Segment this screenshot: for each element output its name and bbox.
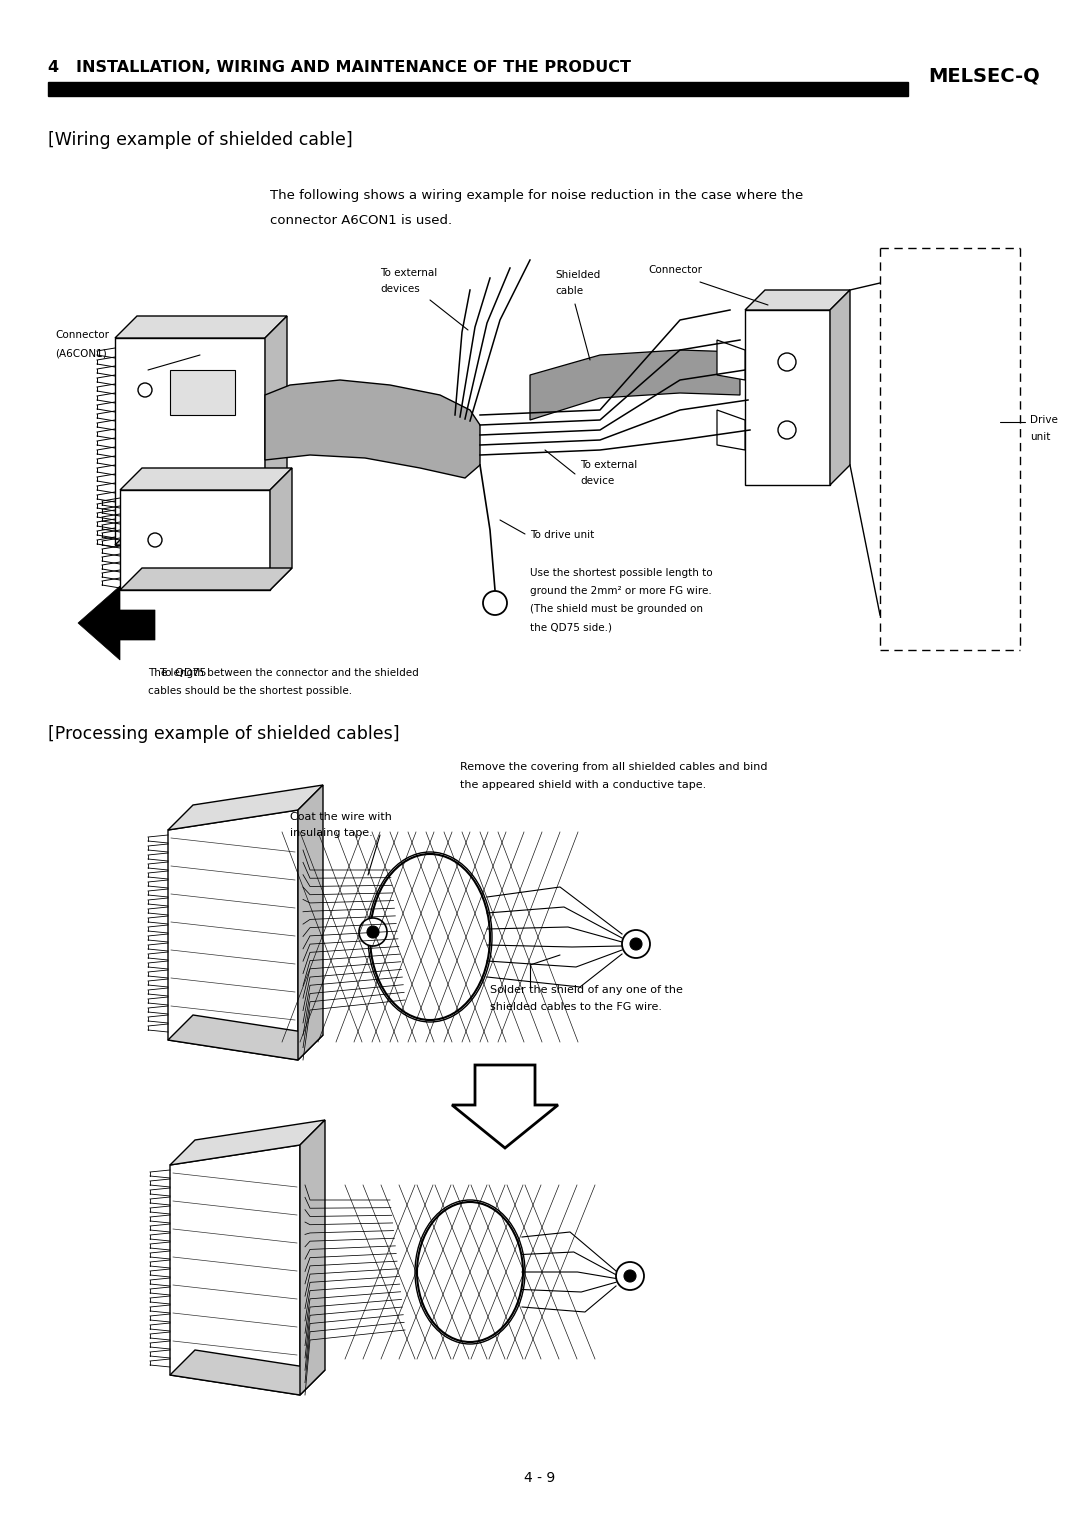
Text: MELSEC-Q: MELSEC-Q xyxy=(928,67,1040,86)
Polygon shape xyxy=(453,1065,558,1148)
Text: cable: cable xyxy=(555,286,583,296)
Polygon shape xyxy=(120,490,270,590)
Bar xyxy=(48,83,908,96)
Text: device: device xyxy=(580,477,615,486)
Polygon shape xyxy=(114,523,287,545)
Polygon shape xyxy=(265,380,480,478)
Polygon shape xyxy=(120,468,292,490)
Text: (A6CON1): (A6CON1) xyxy=(55,348,107,358)
Text: Drive: Drive xyxy=(1030,416,1058,425)
Polygon shape xyxy=(168,785,323,830)
Text: insulaing tape.: insulaing tape. xyxy=(291,828,373,837)
Polygon shape xyxy=(298,785,323,1060)
Polygon shape xyxy=(300,1120,325,1395)
Polygon shape xyxy=(831,290,850,484)
Text: devices: devices xyxy=(380,284,420,293)
Text: unit: unit xyxy=(1030,432,1051,442)
Ellipse shape xyxy=(368,853,492,1022)
Polygon shape xyxy=(745,310,831,484)
Text: Solder the shield of any one of the: Solder the shield of any one of the xyxy=(490,986,683,995)
Polygon shape xyxy=(717,410,745,451)
Polygon shape xyxy=(114,338,265,545)
Circle shape xyxy=(367,926,379,938)
Text: Use the shortest possible length to: Use the shortest possible length to xyxy=(530,568,713,578)
Ellipse shape xyxy=(415,1199,525,1345)
Text: [Processing example of shielded cables]: [Processing example of shielded cables] xyxy=(48,724,400,743)
Text: (The shield must be grounded on: (The shield must be grounded on xyxy=(530,604,703,614)
Circle shape xyxy=(622,931,650,958)
Polygon shape xyxy=(530,350,740,420)
Text: Connector: Connector xyxy=(648,264,702,275)
Text: the QD75 side.): the QD75 side.) xyxy=(530,622,612,633)
Text: The following shows a wiring example for noise reduction in the case where the: The following shows a wiring example for… xyxy=(270,189,804,203)
Polygon shape xyxy=(745,290,850,310)
Circle shape xyxy=(359,918,387,946)
Polygon shape xyxy=(120,568,292,590)
Circle shape xyxy=(616,1262,644,1290)
Text: To drive unit: To drive unit xyxy=(530,530,594,539)
Polygon shape xyxy=(168,1015,323,1060)
Text: Remove the covering from all shielded cables and bind: Remove the covering from all shielded ca… xyxy=(460,762,768,772)
Polygon shape xyxy=(78,587,156,660)
Text: the appeared shield with a conductive tape.: the appeared shield with a conductive ta… xyxy=(460,779,706,790)
Polygon shape xyxy=(717,341,745,380)
Text: To external: To external xyxy=(380,267,437,278)
Text: Shielded: Shielded xyxy=(555,270,600,280)
Text: Connector: Connector xyxy=(55,330,109,341)
Circle shape xyxy=(624,1270,636,1282)
Circle shape xyxy=(630,938,642,950)
Text: 4 - 9: 4 - 9 xyxy=(525,1471,555,1485)
Text: cables should be the shortest possible.: cables should be the shortest possible. xyxy=(148,686,352,695)
Polygon shape xyxy=(170,1351,325,1395)
Polygon shape xyxy=(114,316,287,338)
Text: Coat the wire with: Coat the wire with xyxy=(291,811,392,822)
Polygon shape xyxy=(265,316,287,545)
Text: To external: To external xyxy=(580,460,637,471)
Polygon shape xyxy=(170,1120,325,1164)
Text: shielded cables to the FG wire.: shielded cables to the FG wire. xyxy=(490,1002,662,1012)
Text: To QD75: To QD75 xyxy=(160,668,206,678)
Text: ground the 2mm² or more FG wire.: ground the 2mm² or more FG wire. xyxy=(530,587,712,596)
Polygon shape xyxy=(170,1144,300,1395)
Polygon shape xyxy=(270,468,292,590)
Bar xyxy=(170,370,235,416)
Text: connector A6CON1 is used.: connector A6CON1 is used. xyxy=(270,214,453,226)
Text: [Wiring example of shielded cable]: [Wiring example of shielded cable] xyxy=(48,131,353,150)
Polygon shape xyxy=(168,810,298,1060)
Text: The length between the connector and the shielded: The length between the connector and the… xyxy=(148,668,419,678)
Text: 4   INSTALLATION, WIRING AND MAINTENANCE OF THE PRODUCT: 4 INSTALLATION, WIRING AND MAINTENANCE O… xyxy=(48,61,631,75)
